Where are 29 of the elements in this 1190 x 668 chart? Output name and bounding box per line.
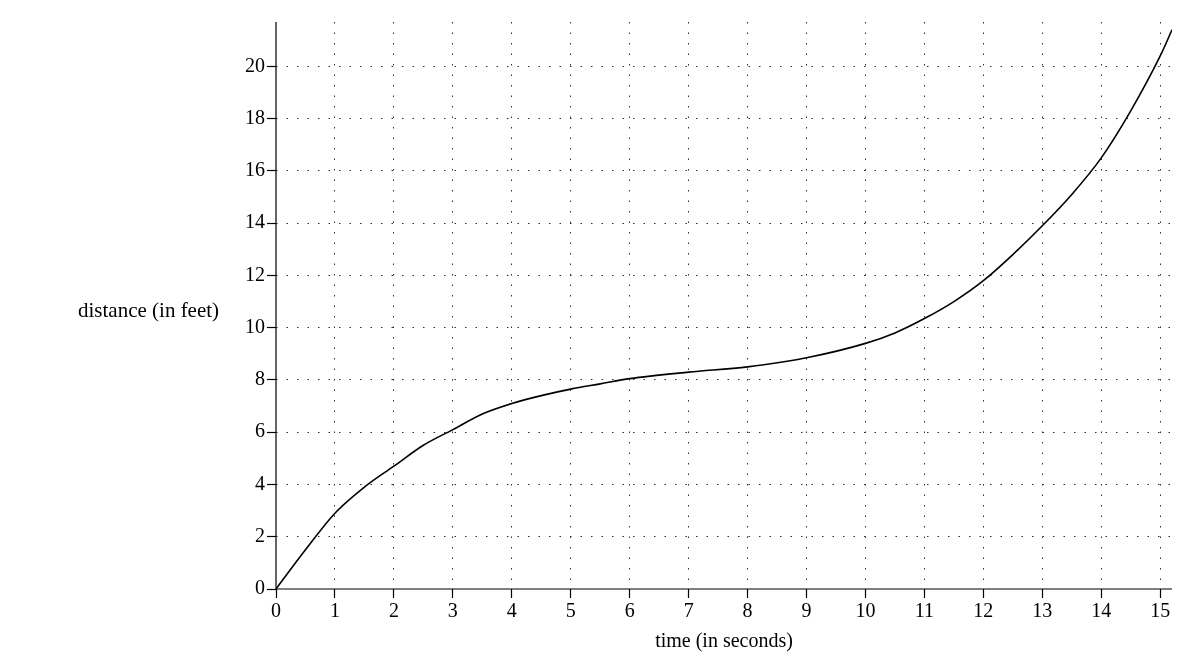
x-tick-label: 5 xyxy=(565,599,576,622)
y-tick-label: 4 xyxy=(255,471,265,494)
y-tick-label: 14 xyxy=(245,210,265,233)
x-tick-label: 7 xyxy=(683,599,694,622)
x-tick-label: 14 xyxy=(1091,599,1112,622)
y-tick-label: 6 xyxy=(255,419,265,442)
y-tick-label: 10 xyxy=(245,314,265,337)
x-tick-label: 9 xyxy=(801,599,812,622)
x-tick-label: 11 xyxy=(914,599,935,622)
y-tick-label: 18 xyxy=(245,105,265,128)
x-tick-label: 12 xyxy=(973,599,994,622)
x-axis-title: time (in seconds) xyxy=(655,629,793,653)
x-tick-label: 3 xyxy=(447,599,458,622)
x-tick-label: 10 xyxy=(855,599,876,622)
x-tick-label: 6 xyxy=(624,599,635,622)
x-tick-label: 0 xyxy=(271,599,281,622)
x-tick-label: 8 xyxy=(742,599,753,622)
x-tick-label: 1 xyxy=(329,599,340,622)
x-tick-label: 13 xyxy=(1032,599,1053,622)
y-tick-label: 20 xyxy=(245,53,265,76)
x-tick-label: 15 xyxy=(1150,599,1171,622)
y-tick-label: 2 xyxy=(255,523,265,546)
y-tick-label: 0 xyxy=(255,576,265,599)
x-tick-label: 2 xyxy=(388,599,399,622)
y-tick-label: 16 xyxy=(245,158,265,181)
y-tick-label: 8 xyxy=(255,367,265,390)
y-tick-label: 12 xyxy=(245,262,265,285)
x-tick-label: 4 xyxy=(506,599,517,622)
y-axis-title: distance (in feet) xyxy=(78,298,220,323)
